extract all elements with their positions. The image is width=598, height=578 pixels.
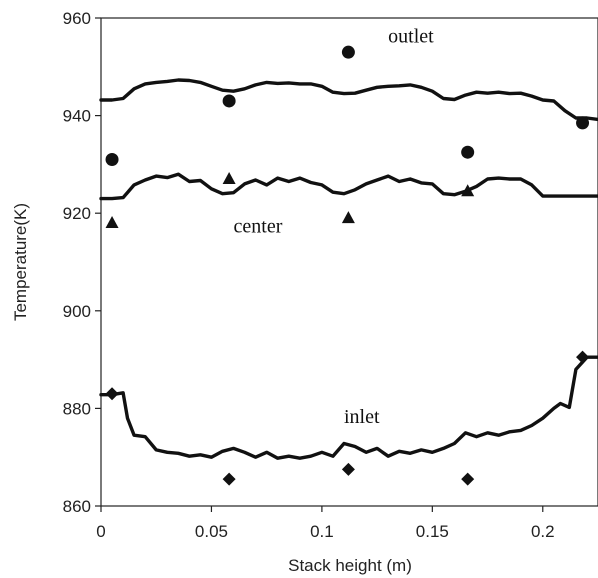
annotation-inlet: inlet bbox=[344, 406, 380, 428]
center-triangle-point bbox=[222, 172, 236, 185]
outlet-circle-point bbox=[222, 94, 236, 108]
inlet-diamond-point bbox=[461, 472, 475, 486]
y-tick-label: 860 bbox=[63, 497, 91, 516]
outlet-circle-point bbox=[341, 45, 355, 59]
x-tick-label: 0.15 bbox=[416, 522, 449, 541]
annotation-outlet: outlet bbox=[388, 25, 434, 47]
outlet-circle-point bbox=[461, 145, 475, 159]
center-triangle-point bbox=[105, 215, 119, 228]
y-tick-label: 960 bbox=[63, 9, 91, 28]
y-tick-label: 920 bbox=[63, 204, 91, 223]
inlet-diamond-point bbox=[105, 387, 119, 401]
plot-frame bbox=[100, 17, 598, 507]
center-triangle-point bbox=[341, 211, 355, 224]
x-axis: 0 0.05 0.1 0.15 0.2 bbox=[96, 506, 555, 541]
annotations: outlet center inlet bbox=[234, 25, 435, 428]
outlet-circle-point bbox=[105, 153, 119, 167]
inlet-diamond-point bbox=[576, 350, 590, 364]
y-tick-label: 940 bbox=[63, 107, 91, 126]
inlet-diamond-point bbox=[222, 472, 236, 486]
y-tick-label: 900 bbox=[63, 302, 91, 321]
center-triangle-point bbox=[461, 184, 475, 197]
x-axis-title: Stack height (m) bbox=[288, 556, 412, 575]
annotation-center: center bbox=[234, 216, 283, 238]
outlet-line bbox=[99, 78, 598, 122]
y-tick-label: 880 bbox=[63, 399, 91, 418]
x-tick-label: 0 bbox=[96, 522, 105, 541]
inlet-diamond-point bbox=[341, 462, 355, 476]
inlet-line bbox=[99, 355, 598, 460]
x-tick-label: 0.05 bbox=[195, 522, 228, 541]
y-axis: 860 880 900 920 940 960 bbox=[63, 9, 101, 516]
y-axis-title: Temperature(K) bbox=[11, 203, 30, 321]
x-tick-label: 0.1 bbox=[310, 522, 334, 541]
center-line bbox=[99, 172, 598, 201]
outlet-circle-point bbox=[576, 116, 590, 130]
x-tick-label: 0.2 bbox=[531, 522, 555, 541]
chart-marks bbox=[99, 45, 598, 486]
